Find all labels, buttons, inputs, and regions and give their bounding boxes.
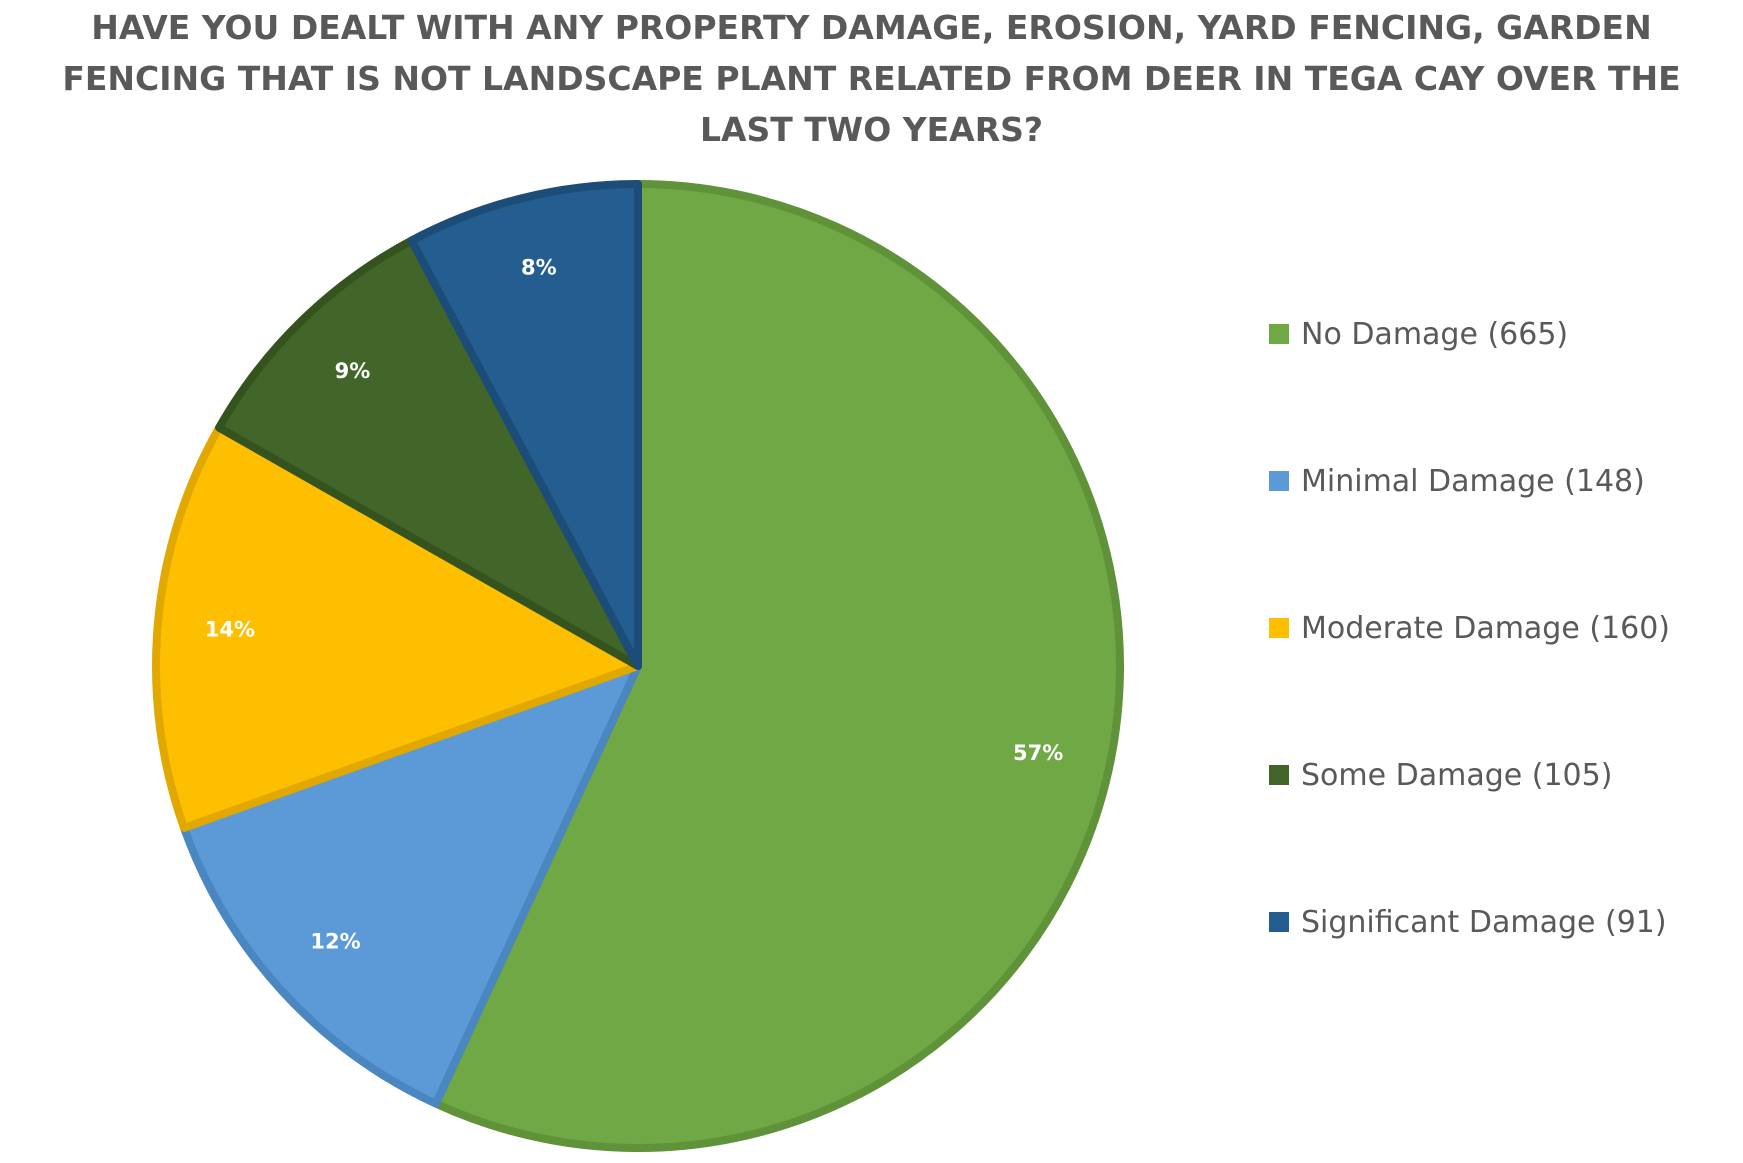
legend-item-0: No Damage (665) bbox=[1269, 308, 1729, 360]
legend-label: Minimal Damage (148) bbox=[1301, 463, 1645, 499]
pie-data-label-0: 57% bbox=[1013, 741, 1063, 765]
legend-item-1: Minimal Damage (148) bbox=[1269, 455, 1729, 507]
pie-slice-1 bbox=[180, 662, 642, 1108]
chart-legend: No Damage (665) Minimal Damage (148) Moder… bbox=[1269, 308, 1729, 1043]
legend-swatch bbox=[1269, 471, 1289, 491]
pie-slice-3 bbox=[215, 236, 642, 670]
pie-data-label-2: 14% bbox=[205, 617, 255, 641]
legend-label: Some Damage (105) bbox=[1301, 757, 1613, 793]
legend-item-3: Some Damage (105) bbox=[1269, 749, 1729, 801]
legend-label: Moderate Damage (160) bbox=[1301, 610, 1671, 646]
legend-swatch bbox=[1269, 618, 1289, 638]
legend-swatch bbox=[1269, 765, 1289, 785]
pie-data-label-4: 8% bbox=[521, 255, 557, 279]
pie-slice-2 bbox=[152, 423, 642, 832]
pie-slice-4 bbox=[407, 180, 642, 670]
legend-swatch bbox=[1269, 324, 1289, 344]
legend-label: No Damage (665) bbox=[1301, 316, 1569, 352]
legend-item-2: Moderate Damage (160) bbox=[1269, 602, 1729, 654]
legend-swatch bbox=[1269, 912, 1289, 932]
pie-data-label-1: 12% bbox=[310, 929, 360, 953]
legend-label: Significant Damage (91) bbox=[1301, 904, 1667, 940]
pie-data-labels: 57% 12% 14% 9% 8% bbox=[205, 255, 1064, 953]
pie-slices bbox=[152, 180, 1124, 1152]
legend-item-4: Significant Damage (91) bbox=[1269, 896, 1729, 948]
pie-data-label-3: 9% bbox=[335, 359, 371, 383]
pie-slice-0 bbox=[431, 180, 1124, 1152]
chart-title: HAVE YOU DEALT WITH ANY PROPERTY DAMAGE,… bbox=[62, 8, 1681, 149]
